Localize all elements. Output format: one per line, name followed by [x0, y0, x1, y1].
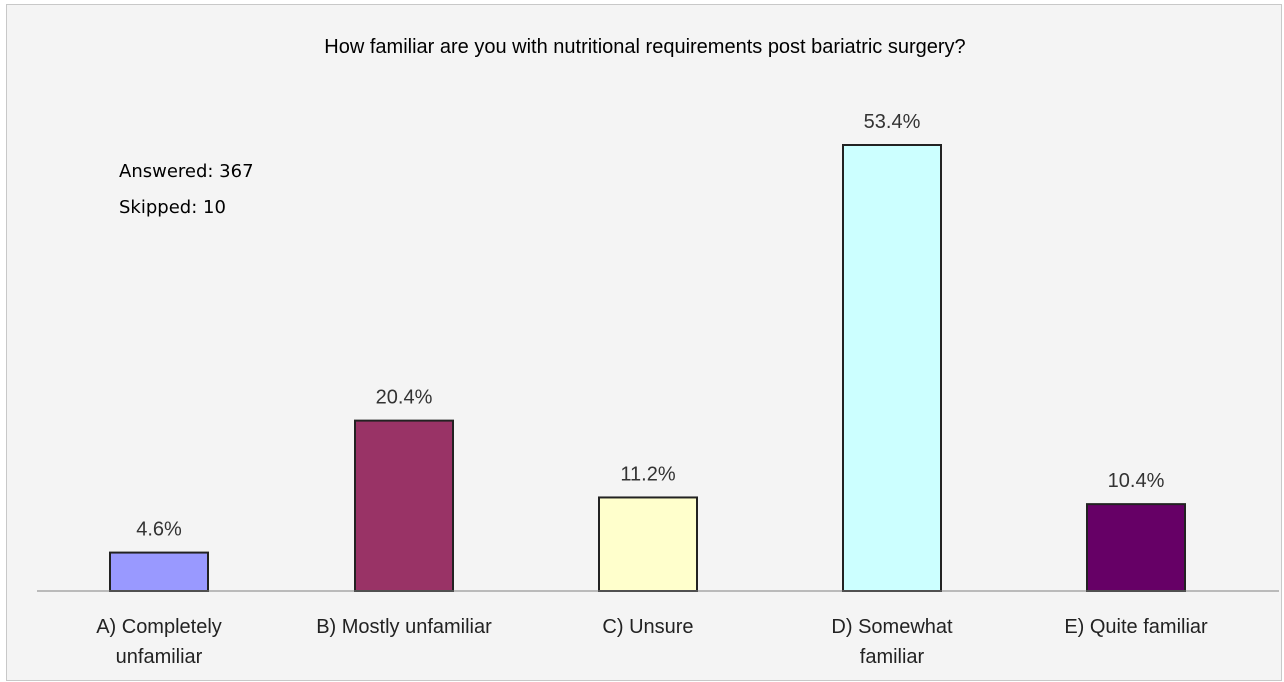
- bar-3: [598, 496, 698, 593]
- chart-title: How familiar are you with nutritional re…: [324, 36, 965, 58]
- x-tick-label-1-line-2: unfamiliar: [116, 646, 203, 668]
- skipped-count: Skipped: 10: [119, 197, 226, 218]
- chart-frame: How familiar are you with nutritional re…: [6, 4, 1282, 681]
- bar-1: [109, 551, 209, 592]
- data-label-5: 10.4%: [1108, 470, 1165, 492]
- data-label-2: 20.4%: [376, 387, 433, 409]
- bar-2: [354, 419, 454, 592]
- bar-5: [1086, 503, 1186, 592]
- x-tick-label-5: E) Quite familiar: [1064, 616, 1208, 638]
- x-tick-label-4-line-2: familiar: [860, 646, 925, 668]
- data-label-4: 53.4%: [864, 111, 921, 133]
- x-tick-label-2: B) Mostly unfamiliar: [316, 616, 492, 638]
- x-tick-label-1-line-1: A) Completely: [96, 616, 222, 638]
- data-label-1: 4.6%: [136, 519, 182, 541]
- bars-layer: 4.6% A) Completely unfamiliar 20.4% B) Mostl…: [96, 111, 1208, 668]
- data-label-3: 11.2%: [620, 463, 675, 485]
- x-tick-label-4-line-1: D) Somewhat: [831, 616, 953, 638]
- x-tick-label-3: C) Unsure: [602, 616, 693, 638]
- bar-4: [842, 144, 942, 592]
- answered-count: Answered: 367: [119, 161, 254, 182]
- bar-chart: How familiar are you with nutritional re…: [37, 36, 1279, 668]
